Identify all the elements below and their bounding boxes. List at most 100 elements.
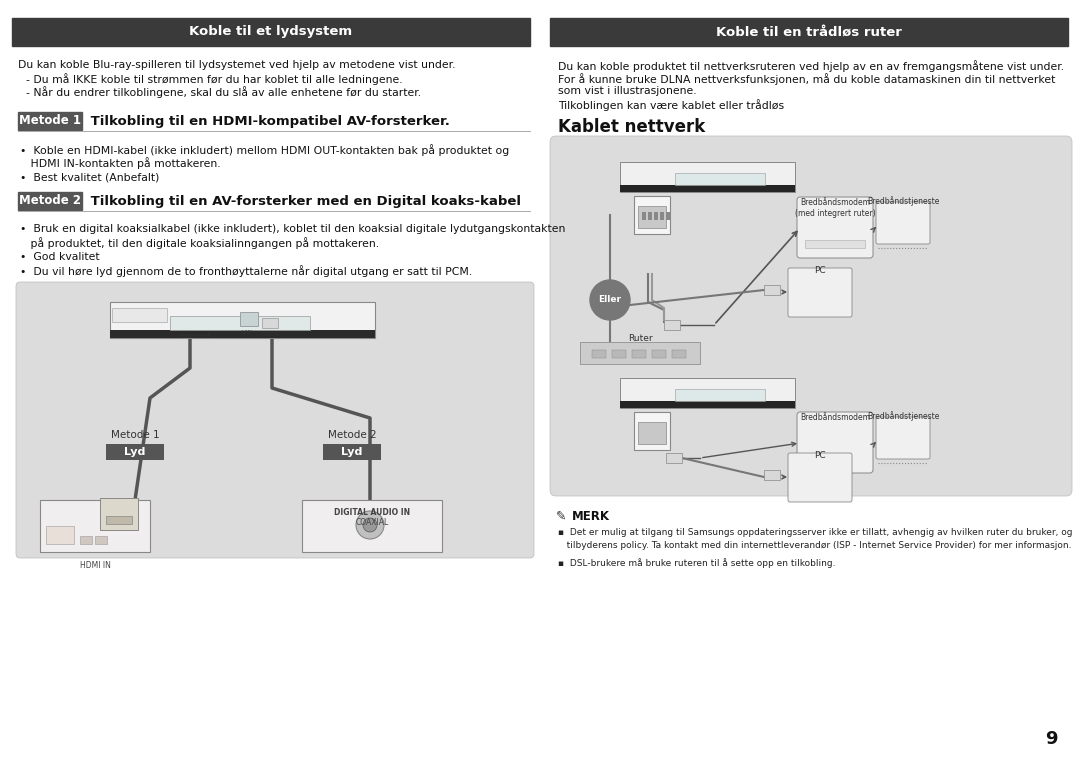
Bar xyxy=(262,318,278,328)
Bar xyxy=(620,401,795,408)
Bar xyxy=(620,185,795,192)
Text: Lyd: Lyd xyxy=(124,447,146,457)
Text: DIGITAL: DIGITAL xyxy=(262,332,281,336)
Text: Bredbåndsmodem: Bredbåndsmodem xyxy=(800,413,870,422)
Bar xyxy=(620,162,795,192)
Bar xyxy=(664,320,680,330)
Text: LAN: LAN xyxy=(241,330,252,335)
Bar xyxy=(100,498,138,530)
Bar xyxy=(112,308,167,322)
Text: MERK: MERK xyxy=(572,510,610,523)
Bar xyxy=(666,212,670,220)
FancyBboxPatch shape xyxy=(876,417,930,459)
Bar xyxy=(612,350,626,358)
Text: HDMI IN-kontakten på mottakeren.: HDMI IN-kontakten på mottakeren. xyxy=(21,157,220,169)
Text: For å kunne bruke DLNA nettverksfunksjonen, må du koble datamaskinen din til net: For å kunne bruke DLNA nettverksfunksjon… xyxy=(558,73,1055,85)
Bar xyxy=(634,196,670,234)
Text: Bredbåndsmodem: Bredbåndsmodem xyxy=(800,198,870,207)
Text: Du kan koble produktet til nettverksruteren ved hjelp av en av fremgangsmåtene v: Du kan koble produktet til nettverksrute… xyxy=(558,60,1064,72)
Text: Kablet nettverk: Kablet nettverk xyxy=(558,118,705,136)
Bar xyxy=(12,18,530,46)
FancyBboxPatch shape xyxy=(788,453,852,502)
Bar xyxy=(642,212,646,220)
Circle shape xyxy=(590,280,630,320)
Bar xyxy=(110,330,375,338)
Text: Ruter: Ruter xyxy=(627,334,652,343)
Bar xyxy=(580,342,700,364)
Text: •  Bruk en digital koaksialkabel (ikke inkludert), koblet til den koaksial digit: • Bruk en digital koaksialkabel (ikke in… xyxy=(21,224,565,234)
Text: Eller: Eller xyxy=(598,295,621,304)
FancyBboxPatch shape xyxy=(797,412,873,473)
Text: Bredbåndstjeneste: Bredbåndstjeneste xyxy=(867,411,940,421)
Text: Metode 2: Metode 2 xyxy=(19,195,81,208)
Bar xyxy=(302,500,442,552)
Bar xyxy=(106,444,164,460)
Text: Lyd: Lyd xyxy=(341,447,363,457)
Bar xyxy=(764,285,780,295)
Text: Tilkobling til en HDMI-kompatibel AV-forsterker.: Tilkobling til en HDMI-kompatibel AV-for… xyxy=(86,114,450,128)
Bar xyxy=(672,350,686,358)
Bar xyxy=(638,206,666,228)
Bar xyxy=(80,536,92,544)
Text: •  Du vil høre lyd gjennom de to fronthøyttalerne når digital utgang er satt til: • Du vil høre lyd gjennom de to fronthøy… xyxy=(21,265,472,277)
Text: •  Koble en HDMI-kabel (ikke inkludert) mellom HDMI OUT-kontakten bak på produkt: • Koble en HDMI-kabel (ikke inkludert) m… xyxy=(21,144,510,156)
Circle shape xyxy=(356,511,384,539)
Text: 9: 9 xyxy=(1045,730,1058,748)
FancyBboxPatch shape xyxy=(876,202,930,244)
Bar xyxy=(323,444,381,460)
Text: Metode 2: Metode 2 xyxy=(327,430,376,440)
FancyBboxPatch shape xyxy=(550,136,1072,496)
Bar xyxy=(632,350,646,358)
Text: ▪  DSL-brukere må bruke ruteren til å sette opp en tilkobling.: ▪ DSL-brukere må bruke ruteren til å set… xyxy=(558,558,836,568)
Text: DIGITAL AUDIO IN: DIGITAL AUDIO IN xyxy=(334,508,410,517)
Bar xyxy=(18,192,82,210)
Text: Bredbåndstjeneste: Bredbåndstjeneste xyxy=(867,196,940,206)
Bar xyxy=(638,422,666,444)
Text: PC: PC xyxy=(814,451,826,460)
Text: Koble til et lydsystem: Koble til et lydsystem xyxy=(189,26,352,39)
Text: HDMI OUT: HDMI OUT xyxy=(178,333,211,339)
Text: som vist i illustrasjonene.: som vist i illustrasjonene. xyxy=(558,86,697,96)
FancyBboxPatch shape xyxy=(788,268,852,317)
Bar xyxy=(240,312,258,326)
Text: - Når du endrer tilkoblingene, skal du slå av alle enhetene før du starter.: - Når du endrer tilkoblingene, skal du s… xyxy=(26,86,421,98)
Text: Tilkoblingen kan være kablet eller trådløs: Tilkoblingen kan være kablet eller trådl… xyxy=(558,99,784,111)
Text: ▪  Det er mulig at tilgang til Samsungs oppdateringsserver ikke er tillatt, avhe: ▪ Det er mulig at tilgang til Samsungs o… xyxy=(558,528,1072,537)
Text: •  Best kvalitet (Anbefalt): • Best kvalitet (Anbefalt) xyxy=(21,172,160,182)
Text: HDMI IN: HDMI IN xyxy=(80,561,110,569)
Bar xyxy=(648,212,652,220)
Text: Metode 1: Metode 1 xyxy=(110,430,160,440)
Text: COAXIAL: COAXIAL xyxy=(355,518,389,527)
Bar xyxy=(46,526,75,544)
Text: - Du må IKKE koble til strømmen før du har koblet til alle ledningene.: - Du må IKKE koble til strømmen før du h… xyxy=(26,73,403,85)
Bar xyxy=(550,18,1068,46)
Text: (med integrert ruter): (med integrert ruter) xyxy=(795,209,875,218)
Bar xyxy=(666,453,681,463)
Bar xyxy=(106,516,132,524)
Bar xyxy=(620,378,795,408)
Bar xyxy=(170,316,310,330)
Bar xyxy=(660,212,664,220)
Text: Koble til en trådløs ruter: Koble til en trådløs ruter xyxy=(716,26,902,39)
Bar xyxy=(675,389,765,401)
Bar xyxy=(654,212,658,220)
FancyBboxPatch shape xyxy=(797,197,873,258)
Bar xyxy=(40,500,150,552)
Text: PC: PC xyxy=(814,266,826,275)
Text: •  God kvalitet: • God kvalitet xyxy=(21,252,99,262)
Bar xyxy=(675,173,765,185)
Bar xyxy=(634,412,670,450)
Text: Metode 1: Metode 1 xyxy=(19,114,81,128)
Bar xyxy=(764,470,780,480)
Bar xyxy=(18,112,82,130)
Circle shape xyxy=(363,518,377,532)
Text: ✎: ✎ xyxy=(556,510,567,523)
Text: tilbyderens policy. Ta kontakt med din internettleverandør (ISP - Internet Servi: tilbyderens policy. Ta kontakt med din i… xyxy=(558,541,1071,550)
Bar xyxy=(805,240,865,248)
Bar xyxy=(652,350,666,358)
Text: Du kan koble Blu-ray-spilleren til lydsystemet ved hjelp av metodene vist under.: Du kan koble Blu-ray-spilleren til lydsy… xyxy=(18,60,456,70)
Bar xyxy=(592,350,606,358)
FancyBboxPatch shape xyxy=(16,282,534,558)
Text: Tilkobling til en AV-forsterker med en Digital koaks-kabel: Tilkobling til en AV-forsterker med en D… xyxy=(86,195,521,208)
Bar xyxy=(95,536,107,544)
